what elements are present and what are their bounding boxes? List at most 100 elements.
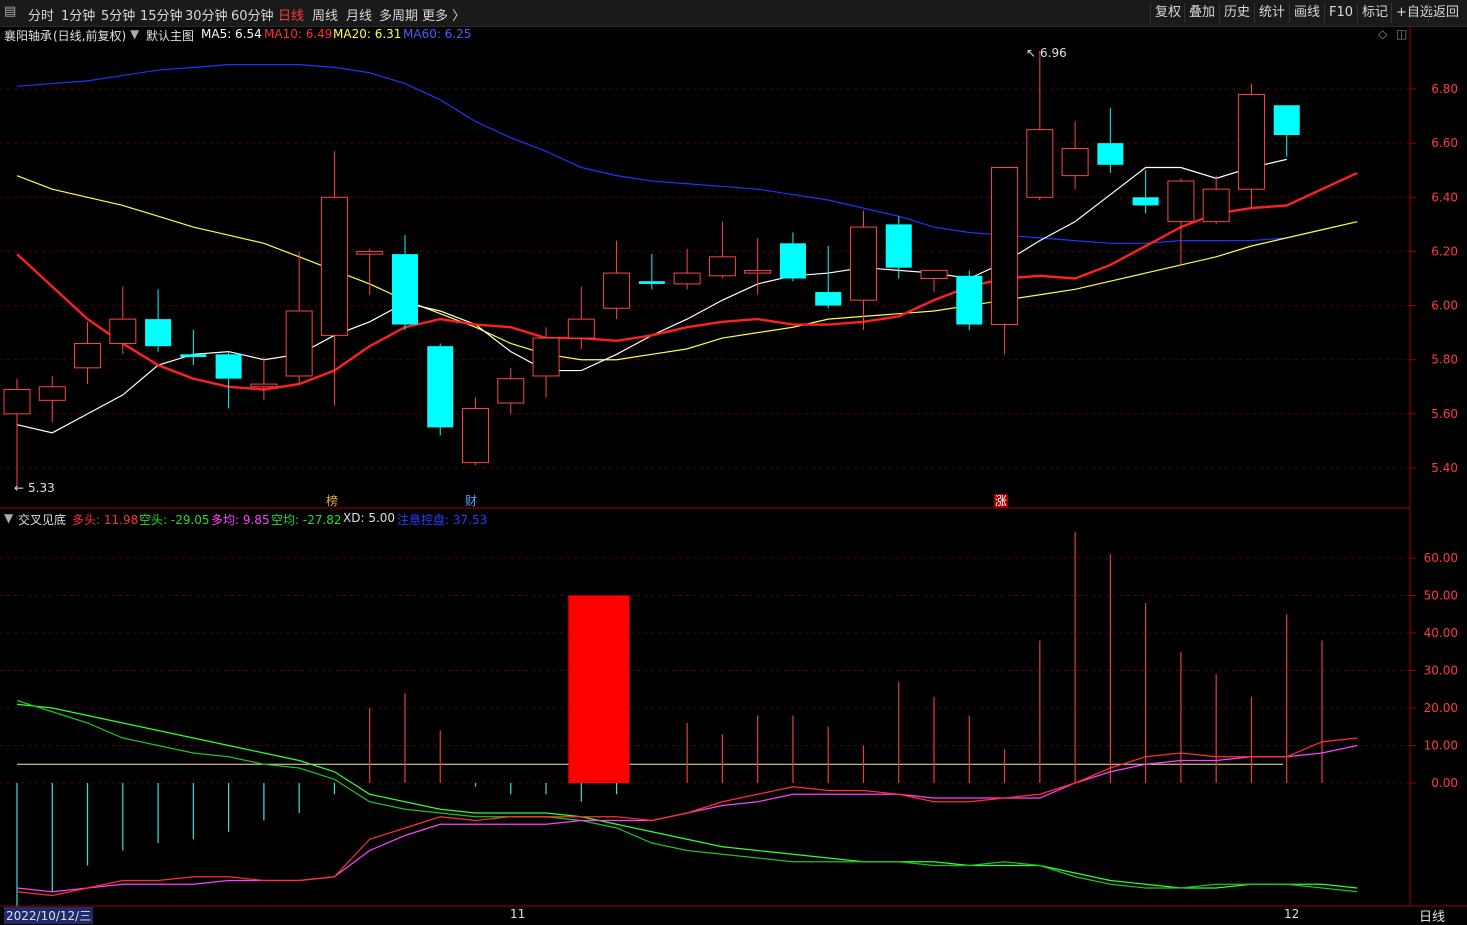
chart-mode: (日线,前复权) — [53, 29, 127, 43]
duotou-line — [16, 737, 1358, 897]
indicator-tick-label: 20.00 — [1424, 701, 1458, 715]
candle-body-up — [1237, 93, 1265, 190]
kongjun-label: 空均: -27.82 — [271, 513, 342, 527]
candle-body-up — [3, 388, 31, 415]
tab-15min[interactable]: 15分钟 — [140, 9, 183, 24]
add-watchlist-button[interactable]: +自选 — [1391, 3, 1437, 23]
high-label: 6.96 — [1040, 46, 1067, 60]
event-marker-zhang[interactable]: 涨 — [995, 493, 1007, 508]
dropdown-icon[interactable]: ▼ — [130, 27, 140, 41]
window-toggle-icon[interactable]: ◫ — [1396, 27, 1408, 41]
event-marker-zhang-bg — [994, 494, 1008, 508]
menu-icon[interactable]: ▤ — [4, 4, 17, 19]
tab-more[interactable]: 更多 〉 — [422, 9, 466, 24]
tab-30min[interactable]: 30分钟 — [185, 9, 228, 24]
candle-body-down — [1097, 143, 1124, 165]
start-date: 2022/10/12/三 — [4, 907, 94, 924]
candle-body-up — [109, 318, 137, 344]
low-label: 5.33 — [28, 481, 55, 495]
candle-body-up — [285, 310, 313, 377]
template-name[interactable]: 默认主图 — [146, 29, 195, 43]
event-marker-bang[interactable]: 榜 — [326, 493, 338, 508]
candle-body-up — [1202, 188, 1230, 223]
candle-body-down — [815, 292, 842, 306]
candle-body-down — [215, 354, 242, 379]
overlay-button[interactable]: 叠加 — [1184, 3, 1219, 23]
candle-body-up — [744, 269, 772, 274]
stats-button[interactable]: 统计 — [1254, 3, 1289, 23]
event-marker-cai[interactable]: 财 — [465, 494, 477, 508]
ma10-line — [16, 171, 1358, 391]
indicator-tick-label: 50.00 — [1424, 589, 1458, 603]
ma5-label: MA5: 6.54 — [201, 27, 262, 41]
indicator-name[interactable]: 交叉见底 — [18, 513, 67, 527]
price-tick-label: 6.80 — [1431, 82, 1458, 96]
diamond-icon[interactable]: ◇ — [1378, 27, 1388, 41]
candle-body-up — [708, 256, 736, 277]
history-button[interactable]: 历史 — [1219, 3, 1254, 23]
candle-body-up — [497, 378, 525, 404]
candle-body-up — [991, 167, 1019, 326]
mark-button[interactable]: 标记 — [1357, 3, 1392, 23]
indicator-tick-label: 40.00 — [1424, 626, 1458, 640]
tab-fenshi[interactable]: 分时 — [28, 9, 55, 24]
stock-name: 襄阳轴承 — [4, 29, 53, 43]
candle-body-down — [180, 354, 207, 358]
candle-body-down — [638, 281, 665, 284]
candle-body-down — [1273, 105, 1300, 136]
candle-body-down — [1132, 197, 1159, 206]
price-tick-label: 5.60 — [1431, 407, 1458, 421]
tab-5min[interactable]: 5分钟 — [101, 9, 136, 24]
fuquan-button[interactable]: 复权 — [1150, 3, 1185, 23]
kongtou-line — [16, 699, 1358, 893]
high-arrow-icon: ↖ — [1026, 46, 1036, 60]
draw-line-button[interactable]: 画线 — [1289, 3, 1324, 23]
candle-body-up — [356, 250, 384, 255]
tab-60min[interactable]: 60分钟 — [231, 9, 274, 24]
candle-body-up — [603, 272, 631, 309]
low-arrow-icon: ← — [14, 481, 24, 495]
duojun-label: 多均: 9.85 — [211, 513, 270, 527]
price-tick-label: 6.40 — [1431, 190, 1458, 204]
ma60-line — [16, 64, 1287, 244]
candle-body-down — [391, 254, 418, 325]
kongjun-line — [16, 703, 1358, 889]
indicator-tick-label: 0.00 — [1431, 776, 1458, 790]
candle-body-up — [250, 383, 278, 388]
candle-body-up — [1167, 180, 1195, 223]
price-tick-label: 6.60 — [1431, 136, 1458, 150]
back-button[interactable]: 返回 — [1428, 3, 1463, 23]
tab-multi-period[interactable]: 多周期 — [379, 9, 419, 24]
candle-body-up — [567, 318, 595, 339]
candle-body-down — [779, 243, 806, 279]
period-toolbar: ▤ 分时 1分钟 5分钟 15分钟 30分钟 60分钟 日线 周线 月线 多周期… — [0, 0, 1467, 27]
ma60-label: MA60: 6.25 — [403, 27, 472, 41]
candle-body-up — [320, 196, 348, 336]
period-label: 日线 — [1419, 910, 1446, 925]
tab-daily[interactable]: 日线 — [278, 9, 305, 24]
price-tick-label: 6.00 — [1431, 299, 1458, 313]
price-tick-label: 5.40 — [1431, 461, 1458, 475]
f10-button[interactable]: F10 — [1324, 3, 1357, 23]
tab-monthly[interactable]: 月线 — [346, 9, 373, 24]
control-block-bar — [568, 595, 630, 783]
candle-body-up — [920, 269, 948, 279]
duojun-line — [16, 744, 1358, 893]
candle-body-up — [38, 386, 66, 401]
ma20-label: MA20: 6.31 — [333, 27, 402, 41]
xd-label: XD: 5.00 — [343, 511, 396, 525]
candle-body-down — [145, 319, 172, 347]
indicator-dropdown-icon[interactable]: ▼ — [4, 511, 14, 525]
candle-body-up — [849, 226, 877, 301]
date-axis: 2022/10/12/三 11 12 — [0, 906, 1410, 924]
duotou-label: 多头: 11.98 — [72, 513, 139, 527]
control-label: 注意控盘: 37.53 — [397, 513, 488, 527]
candle-body-up — [74, 342, 102, 369]
month-mark-12: 12 — [1284, 907, 1300, 921]
candle-body-down — [956, 275, 983, 325]
price-tick-label: 5.80 — [1431, 353, 1458, 367]
tab-1min[interactable]: 1分钟 — [61, 9, 96, 24]
ma5-line — [16, 158, 1287, 434]
tab-weekly[interactable]: 周线 — [312, 9, 339, 24]
